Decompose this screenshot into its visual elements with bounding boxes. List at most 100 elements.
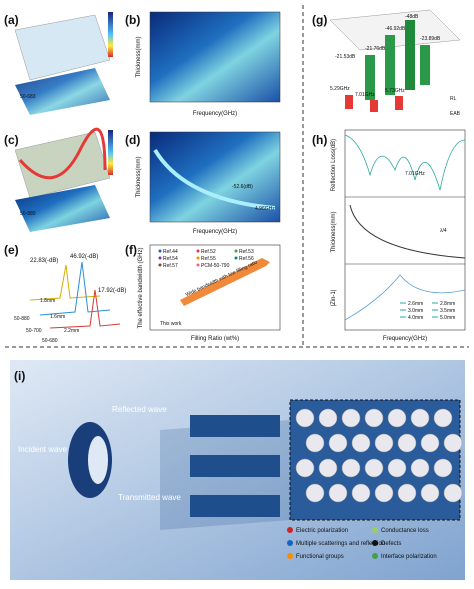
legend-label: Ref.54 [163, 256, 178, 262]
annotation: 7.01GHz [405, 171, 425, 177]
panel-i: (i) Incident wave Reflected wave Transmi… [10, 360, 465, 580]
annotation: -52.6(dB) [232, 184, 253, 190]
annotation: -46.92dB [385, 26, 406, 32]
annotation: -23.89dB [420, 36, 441, 42]
particle [305, 483, 325, 503]
legend-marker [287, 553, 293, 559]
annotation: 5.73GHz [385, 88, 405, 94]
annotation: 2.2mm [64, 328, 79, 334]
particle [318, 408, 338, 428]
y-axis-label: Thickness(mm) [331, 211, 337, 252]
particle [420, 483, 440, 503]
x-axis-label: Frequency(GHz) [193, 229, 237, 235]
particle [351, 433, 371, 453]
panel-h: (h) 7.01GHz λ/4 2.6mm 2.8mm 3.0mm 3.5mm 4.0m… [312, 129, 466, 342]
sample-label: 50-880 [20, 211, 36, 217]
annotation: 4.96GHz [255, 206, 275, 212]
annotation: -48dB [405, 14, 419, 20]
sample-label: 50-680 [42, 338, 58, 344]
panel-d: (d) -52.6(dB) 4.96GHz Frequency(GHz) Thi… [125, 131, 281, 235]
particle [341, 458, 361, 478]
particle [364, 408, 384, 428]
legend-label: Ref.53 [239, 249, 254, 255]
particle [410, 458, 430, 478]
particle [387, 458, 407, 478]
panel-e: (e) 46.92(-dB) 22.83(-dB) 17.92(-dB) 1.8… [4, 243, 126, 344]
panel-label: (h) [312, 133, 327, 147]
legend-label: Interface polarization [381, 554, 437, 560]
legend-marker [158, 263, 162, 267]
annotation: 22.83(-dB) [30, 258, 58, 264]
y-axis-label: Thickness(mm) [136, 36, 142, 77]
legend-label: 5.0mm [440, 315, 455, 321]
legend-marker [372, 527, 378, 533]
panel-label: (e) [4, 243, 19, 257]
particle [420, 433, 440, 453]
legend-marker [196, 263, 200, 267]
legend-label: Ref.55 [201, 256, 216, 262]
particle [295, 458, 315, 478]
legend-marker [372, 553, 378, 559]
particle [328, 433, 348, 453]
particle [341, 408, 361, 428]
legend-marker [287, 527, 293, 533]
particle [443, 483, 463, 503]
axis-label: RL [450, 96, 457, 102]
annotation: -21.53dB [335, 54, 356, 60]
x-axis-label: Frequency(GHz) [383, 336, 427, 342]
particle [443, 433, 463, 453]
particle [374, 433, 394, 453]
particle [410, 408, 430, 428]
wave-label: Transmitted wave [118, 493, 181, 502]
x-axis-label: Filling Ratio (wt%) [191, 336, 239, 342]
legend-label: Ref.56 [239, 256, 254, 262]
legend-label: Functional groups [296, 554, 344, 560]
annotation: 1.6mm [50, 314, 65, 320]
particle [318, 458, 338, 478]
legend-label: Ref.57 [163, 263, 178, 269]
annotation: 17.92(-dB) [98, 288, 126, 294]
legend-marker [196, 256, 200, 260]
legend-marker [287, 540, 293, 546]
legend-label: 3.5mm [440, 308, 455, 314]
legend-marker [158, 249, 162, 253]
legend-label: Ref.44 [163, 249, 178, 255]
legend-marker [158, 256, 162, 260]
annotation: 7.01GHz [355, 92, 375, 98]
annotation: λ/4 [440, 228, 447, 234]
particle [397, 433, 417, 453]
panel-g: (g) -48dB -46.92dB -21.76dB -21.53dB -23.89d… [312, 9, 461, 117]
legend-marker [372, 540, 378, 546]
particle [387, 408, 407, 428]
particle [397, 483, 417, 503]
legend-label: 4.0mm [408, 315, 423, 321]
particle [305, 433, 325, 453]
panel-c: (c) 50-880 [4, 127, 113, 232]
panel-label: (d) [125, 133, 140, 147]
panel-a: (a) 50-683 [4, 12, 113, 115]
legend-label: 2.8mm [440, 301, 455, 307]
axis-label: EAB [450, 111, 461, 117]
legend-label: 3.0mm [408, 308, 423, 314]
panel-label: (a) [4, 13, 19, 27]
particle [351, 483, 371, 503]
sample-label: 50-700 [26, 328, 42, 334]
panel-label: (b) [125, 13, 140, 27]
x-axis-label: Frequency(GHz) [193, 111, 237, 117]
legend-marker [234, 249, 238, 253]
legend-label: Ref.52 [201, 249, 216, 255]
panel-label: (f) [125, 243, 137, 257]
panel-b: (b) Frequency(GHz) Thickness(mm) [125, 11, 281, 117]
particle [374, 483, 394, 503]
legend-label: Electric polarization [296, 528, 348, 534]
legend-marker [234, 256, 238, 260]
sample-label: 50-880 [14, 316, 30, 322]
legend-label: PCM-50-790 [201, 263, 230, 269]
annotation: 5.29GHz [330, 86, 350, 92]
annotation: 1.8mm [40, 298, 55, 304]
particle [364, 458, 384, 478]
legend-label: Defects [381, 541, 401, 547]
panel-f: (f) Wide bandwidth with low filling rati… [125, 243, 281, 342]
particle [328, 483, 348, 503]
